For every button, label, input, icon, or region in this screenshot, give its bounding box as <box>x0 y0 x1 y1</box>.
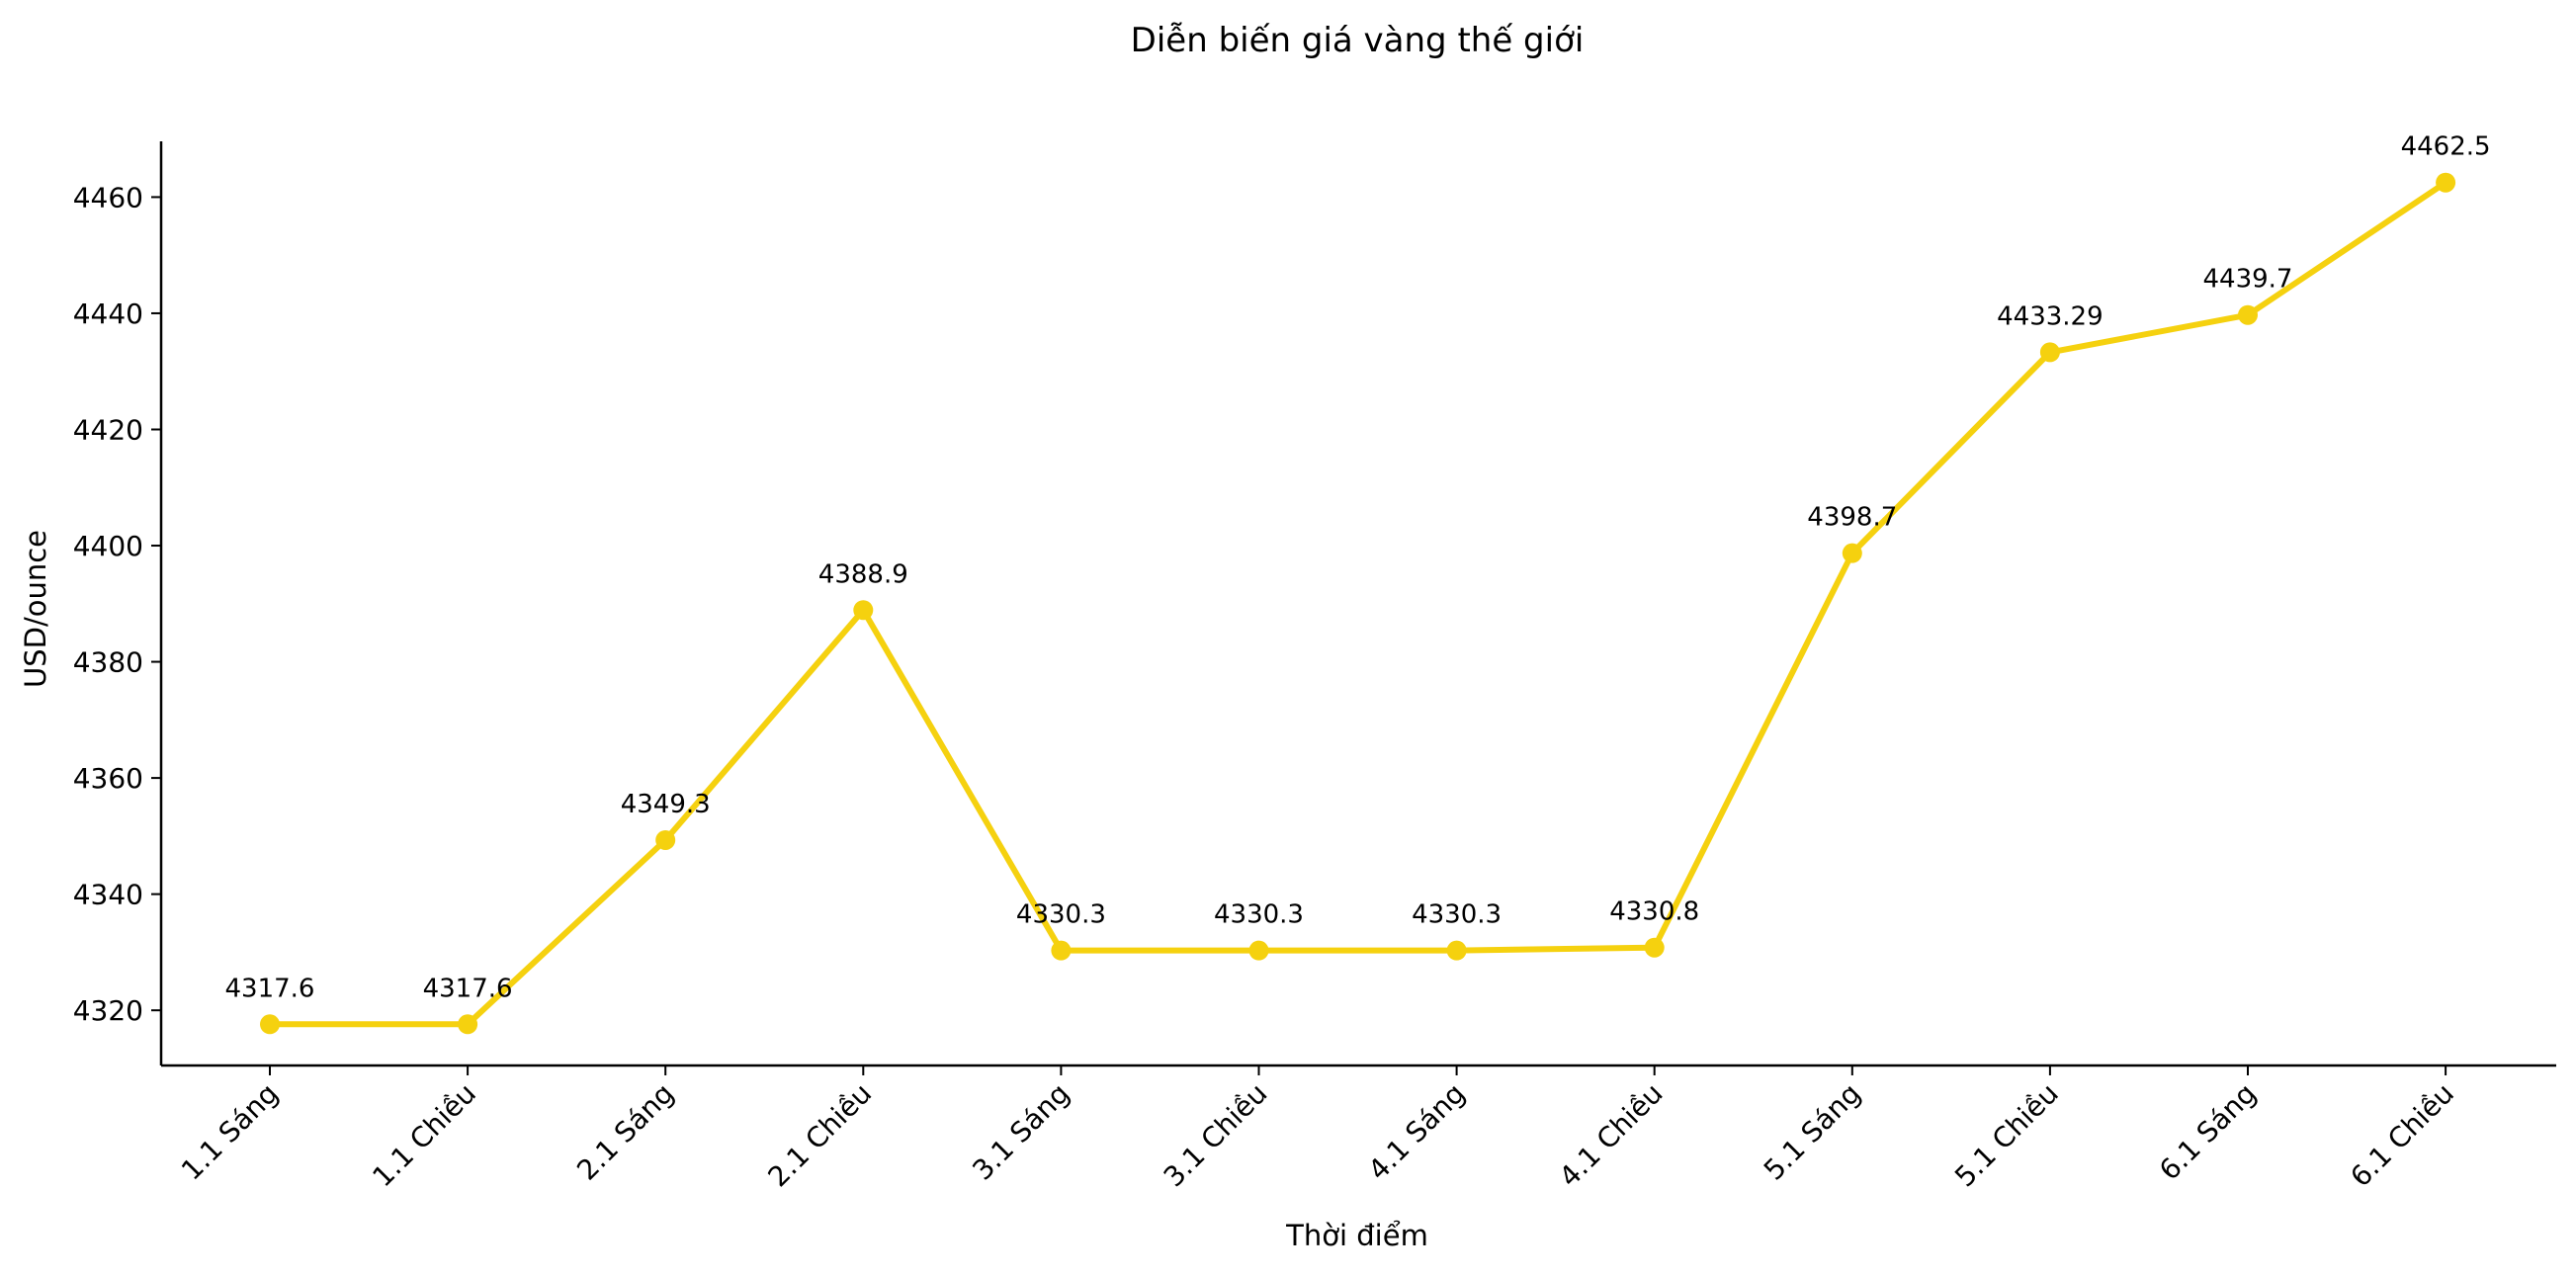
data-point-marker <box>1248 940 1269 961</box>
data-point-label: 4330.3 <box>1016 900 1106 930</box>
data-point-label: 4330.3 <box>1412 900 1502 930</box>
data-point-marker <box>1842 543 1862 563</box>
y-tick-label: 4380 <box>73 646 143 679</box>
data-point-label: 4317.6 <box>423 974 513 1003</box>
data-point-marker <box>655 829 676 850</box>
data-point-marker <box>2039 342 2060 363</box>
y-tick-label: 4420 <box>73 413 143 446</box>
x-axis-label: Thời điểm <box>1285 1219 1428 1252</box>
data-point-marker <box>2436 172 2456 193</box>
data-point-label: 4439.7 <box>2203 265 2293 295</box>
data-point-marker <box>1446 940 1467 961</box>
data-point-label: 4433.29 <box>1997 301 2104 331</box>
data-point-marker <box>458 1014 478 1035</box>
data-point-marker <box>2238 304 2258 325</box>
data-point-label: 4330.8 <box>1609 897 1699 927</box>
data-series <box>260 172 2456 1035</box>
chart-title: Diễn biến giá vàng thế giới <box>1131 21 1585 60</box>
y-tick-label: 4340 <box>73 879 143 911</box>
data-point-marker <box>1644 937 1665 958</box>
y-tick-label: 4320 <box>73 994 143 1027</box>
y-tick-label: 4460 <box>73 181 143 213</box>
y-tick-label: 4360 <box>73 762 143 795</box>
data-labels: 4317.6 4317.6 4349.3 4388.9 4330.3 4330.3 4330… <box>225 132 2491 1004</box>
data-point-marker <box>260 1014 280 1035</box>
data-point-label: 4398.7 <box>1807 503 1897 533</box>
data-point-label: 4462.5 <box>2401 132 2491 162</box>
data-point-marker <box>1051 940 1072 961</box>
y-tick-label: 4440 <box>73 298 143 330</box>
data-point-marker <box>853 600 874 621</box>
data-point-label: 4388.9 <box>818 559 908 589</box>
data-point-label: 4317.6 <box>225 974 315 1003</box>
price-line <box>267 179 2449 1028</box>
y-axis-ticks: 4320 4340 4360 4380 4400 4420 4440 4460 <box>73 181 161 1027</box>
y-axis-label: USD/ounce <box>19 530 52 688</box>
data-point-label: 4330.3 <box>1214 900 1304 930</box>
data-point-label: 4349.3 <box>621 790 711 819</box>
y-tick-label: 4400 <box>73 530 143 562</box>
